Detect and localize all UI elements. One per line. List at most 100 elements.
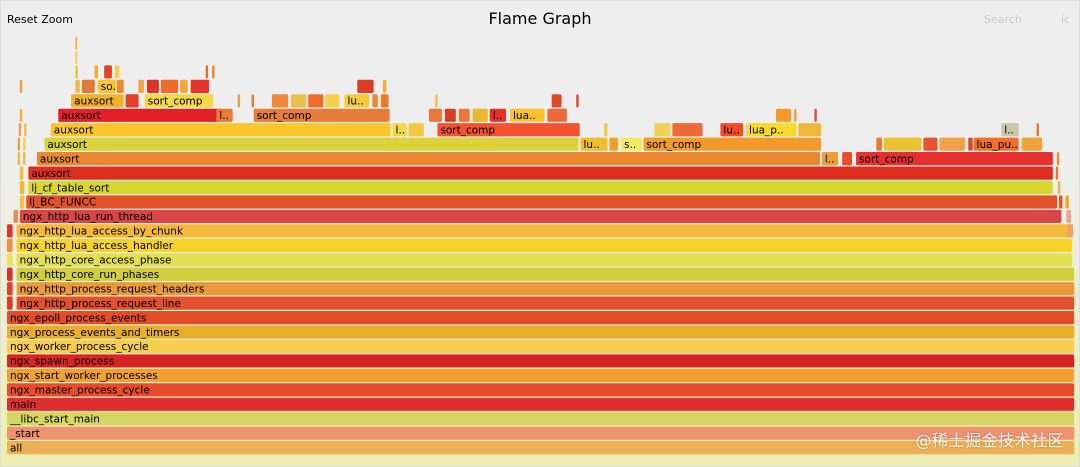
frame-20-2[interactable] xyxy=(842,152,853,166)
frame-rect[interactable] xyxy=(7,383,1075,397)
frame-3-0[interactable]: main xyxy=(7,397,1075,411)
frame-rect[interactable] xyxy=(75,50,78,65)
frame-rect[interactable] xyxy=(16,267,1075,281)
frame-rect[interactable] xyxy=(7,325,1075,339)
frame-rect[interactable] xyxy=(17,152,21,166)
frame-11-1[interactable] xyxy=(7,282,13,296)
frame-rect[interactable] xyxy=(7,296,13,310)
frame-24-14[interactable] xyxy=(576,94,579,108)
frame-rect[interactable] xyxy=(547,108,567,122)
frame-rect[interactable] xyxy=(205,65,209,79)
frame-25-1[interactable] xyxy=(81,79,95,93)
frame-rect[interactable] xyxy=(876,137,882,151)
frame-13-0[interactable]: ngx_http_core_access_phase xyxy=(16,253,1073,267)
frame-24-13[interactable] xyxy=(551,94,562,108)
frame-rect[interactable] xyxy=(7,311,1075,325)
frame-rect[interactable] xyxy=(842,152,853,166)
frame-rect[interactable] xyxy=(19,79,23,93)
frame-24-3[interactable] xyxy=(237,94,241,108)
frame-rect[interactable] xyxy=(1036,123,1039,137)
frame-rect[interactable] xyxy=(291,94,307,108)
frame-4-0[interactable]: ngx_master_process_cycle xyxy=(7,383,1075,397)
frame-rect[interactable] xyxy=(16,282,1075,296)
frame-rect[interactable] xyxy=(16,253,1073,267)
frame-21-13[interactable] xyxy=(23,137,26,151)
frame-21-8[interactable] xyxy=(939,137,966,151)
frame-rect[interactable] xyxy=(138,79,144,93)
frame-rect[interactable] xyxy=(50,123,391,137)
frame-25-3[interactable] xyxy=(117,79,124,93)
frame-18-0[interactable]: lj_cf_table_sort xyxy=(28,180,1053,194)
frame-23-13[interactable] xyxy=(19,108,23,122)
frame-2-0[interactable]: __libc_start_main xyxy=(7,412,1075,425)
frame-23-2[interactable]: sort_comp xyxy=(253,108,390,122)
frame-rect[interactable] xyxy=(510,108,545,122)
frame-rect[interactable] xyxy=(75,36,78,50)
frame-rect[interactable] xyxy=(775,108,792,122)
frame-17-1[interactable] xyxy=(19,195,25,209)
frame-21-6[interactable] xyxy=(883,137,922,151)
frame-22-6[interactable] xyxy=(672,123,703,137)
frame-rect[interactable] xyxy=(26,195,1058,209)
frame-rect[interactable] xyxy=(1021,137,1043,151)
frame-rect[interactable] xyxy=(1067,224,1074,238)
frame-14-0[interactable]: ngx_http_lua_access_handler xyxy=(16,238,1073,252)
frame-24-11[interactable] xyxy=(380,94,389,108)
frame-21-5[interactable] xyxy=(876,137,882,151)
frame-rect[interactable] xyxy=(923,137,938,151)
frame-rect[interactable] xyxy=(382,79,387,93)
frame-24-0[interactable]: auxsort xyxy=(71,94,124,108)
frame-rect[interactable] xyxy=(75,65,78,79)
frame-rect[interactable] xyxy=(7,354,1075,368)
frame-rect[interactable] xyxy=(19,108,23,122)
frame-25-0[interactable] xyxy=(75,79,80,93)
frame-21-9[interactable] xyxy=(968,137,973,151)
frame-22-12[interactable] xyxy=(24,123,27,137)
frame-15-1[interactable] xyxy=(7,224,13,238)
frame-24-1[interactable] xyxy=(125,94,139,108)
frame-25-9[interactable] xyxy=(357,79,374,93)
frame-17-2[interactable] xyxy=(1058,195,1063,209)
frame-18-1[interactable] xyxy=(19,180,25,195)
frame-rect[interactable] xyxy=(271,94,289,108)
frame-22-11[interactable] xyxy=(18,123,22,137)
frame-rect[interactable] xyxy=(814,108,817,122)
frame-rect[interactable] xyxy=(146,79,159,93)
frame-rect[interactable] xyxy=(1055,166,1059,180)
frame-18-2[interactable] xyxy=(1057,180,1061,195)
frame-rect[interactable] xyxy=(654,123,671,137)
frame-23-6[interactable] xyxy=(472,108,488,122)
frame-24-4[interactable] xyxy=(251,94,254,108)
frame-rect[interactable] xyxy=(144,94,214,108)
frame-20-6[interactable] xyxy=(1056,152,1060,166)
frame-11-0[interactable]: ngx_http_process_request_headers xyxy=(16,282,1075,296)
frame-rect[interactable] xyxy=(580,137,608,151)
frame-rect[interactable] xyxy=(344,94,370,108)
frame-rect[interactable] xyxy=(16,296,1075,310)
frame-rect[interactable] xyxy=(604,123,608,137)
frame-22-4[interactable] xyxy=(604,123,608,137)
frame-rect[interactable] xyxy=(7,267,13,281)
frame-24-10[interactable] xyxy=(372,94,378,108)
frame-22-5[interactable] xyxy=(654,123,671,137)
frame-17-0[interactable]: lj_BC_FUNCC xyxy=(26,195,1058,209)
frame-rect[interactable] xyxy=(308,94,324,108)
frame-rect[interactable] xyxy=(883,137,922,151)
frame-rect[interactable] xyxy=(16,238,1073,252)
frame-10-0[interactable]: ngx_http_process_request_line xyxy=(16,296,1075,310)
frame-20-5[interactable] xyxy=(23,152,26,166)
frame-21-3[interactable]: s.. xyxy=(621,137,642,151)
frame-12-0[interactable]: ngx_http_core_run_phases xyxy=(16,267,1075,281)
frame-rect[interactable] xyxy=(104,65,112,79)
frame-rect[interactable] xyxy=(114,65,120,79)
frame-rect[interactable] xyxy=(435,94,438,108)
frame-rect[interactable] xyxy=(794,108,797,122)
frame-rect[interactable] xyxy=(444,108,456,122)
frame-28-0[interactable] xyxy=(75,36,78,50)
frame-25-5[interactable] xyxy=(146,79,159,93)
frame-23-12[interactable] xyxy=(814,108,817,122)
frame-16-2[interactable] xyxy=(1066,209,1071,224)
frame-rect[interactable] xyxy=(81,79,95,93)
frame-rect[interactable] xyxy=(19,180,25,195)
frame-rect[interactable] xyxy=(190,79,210,93)
